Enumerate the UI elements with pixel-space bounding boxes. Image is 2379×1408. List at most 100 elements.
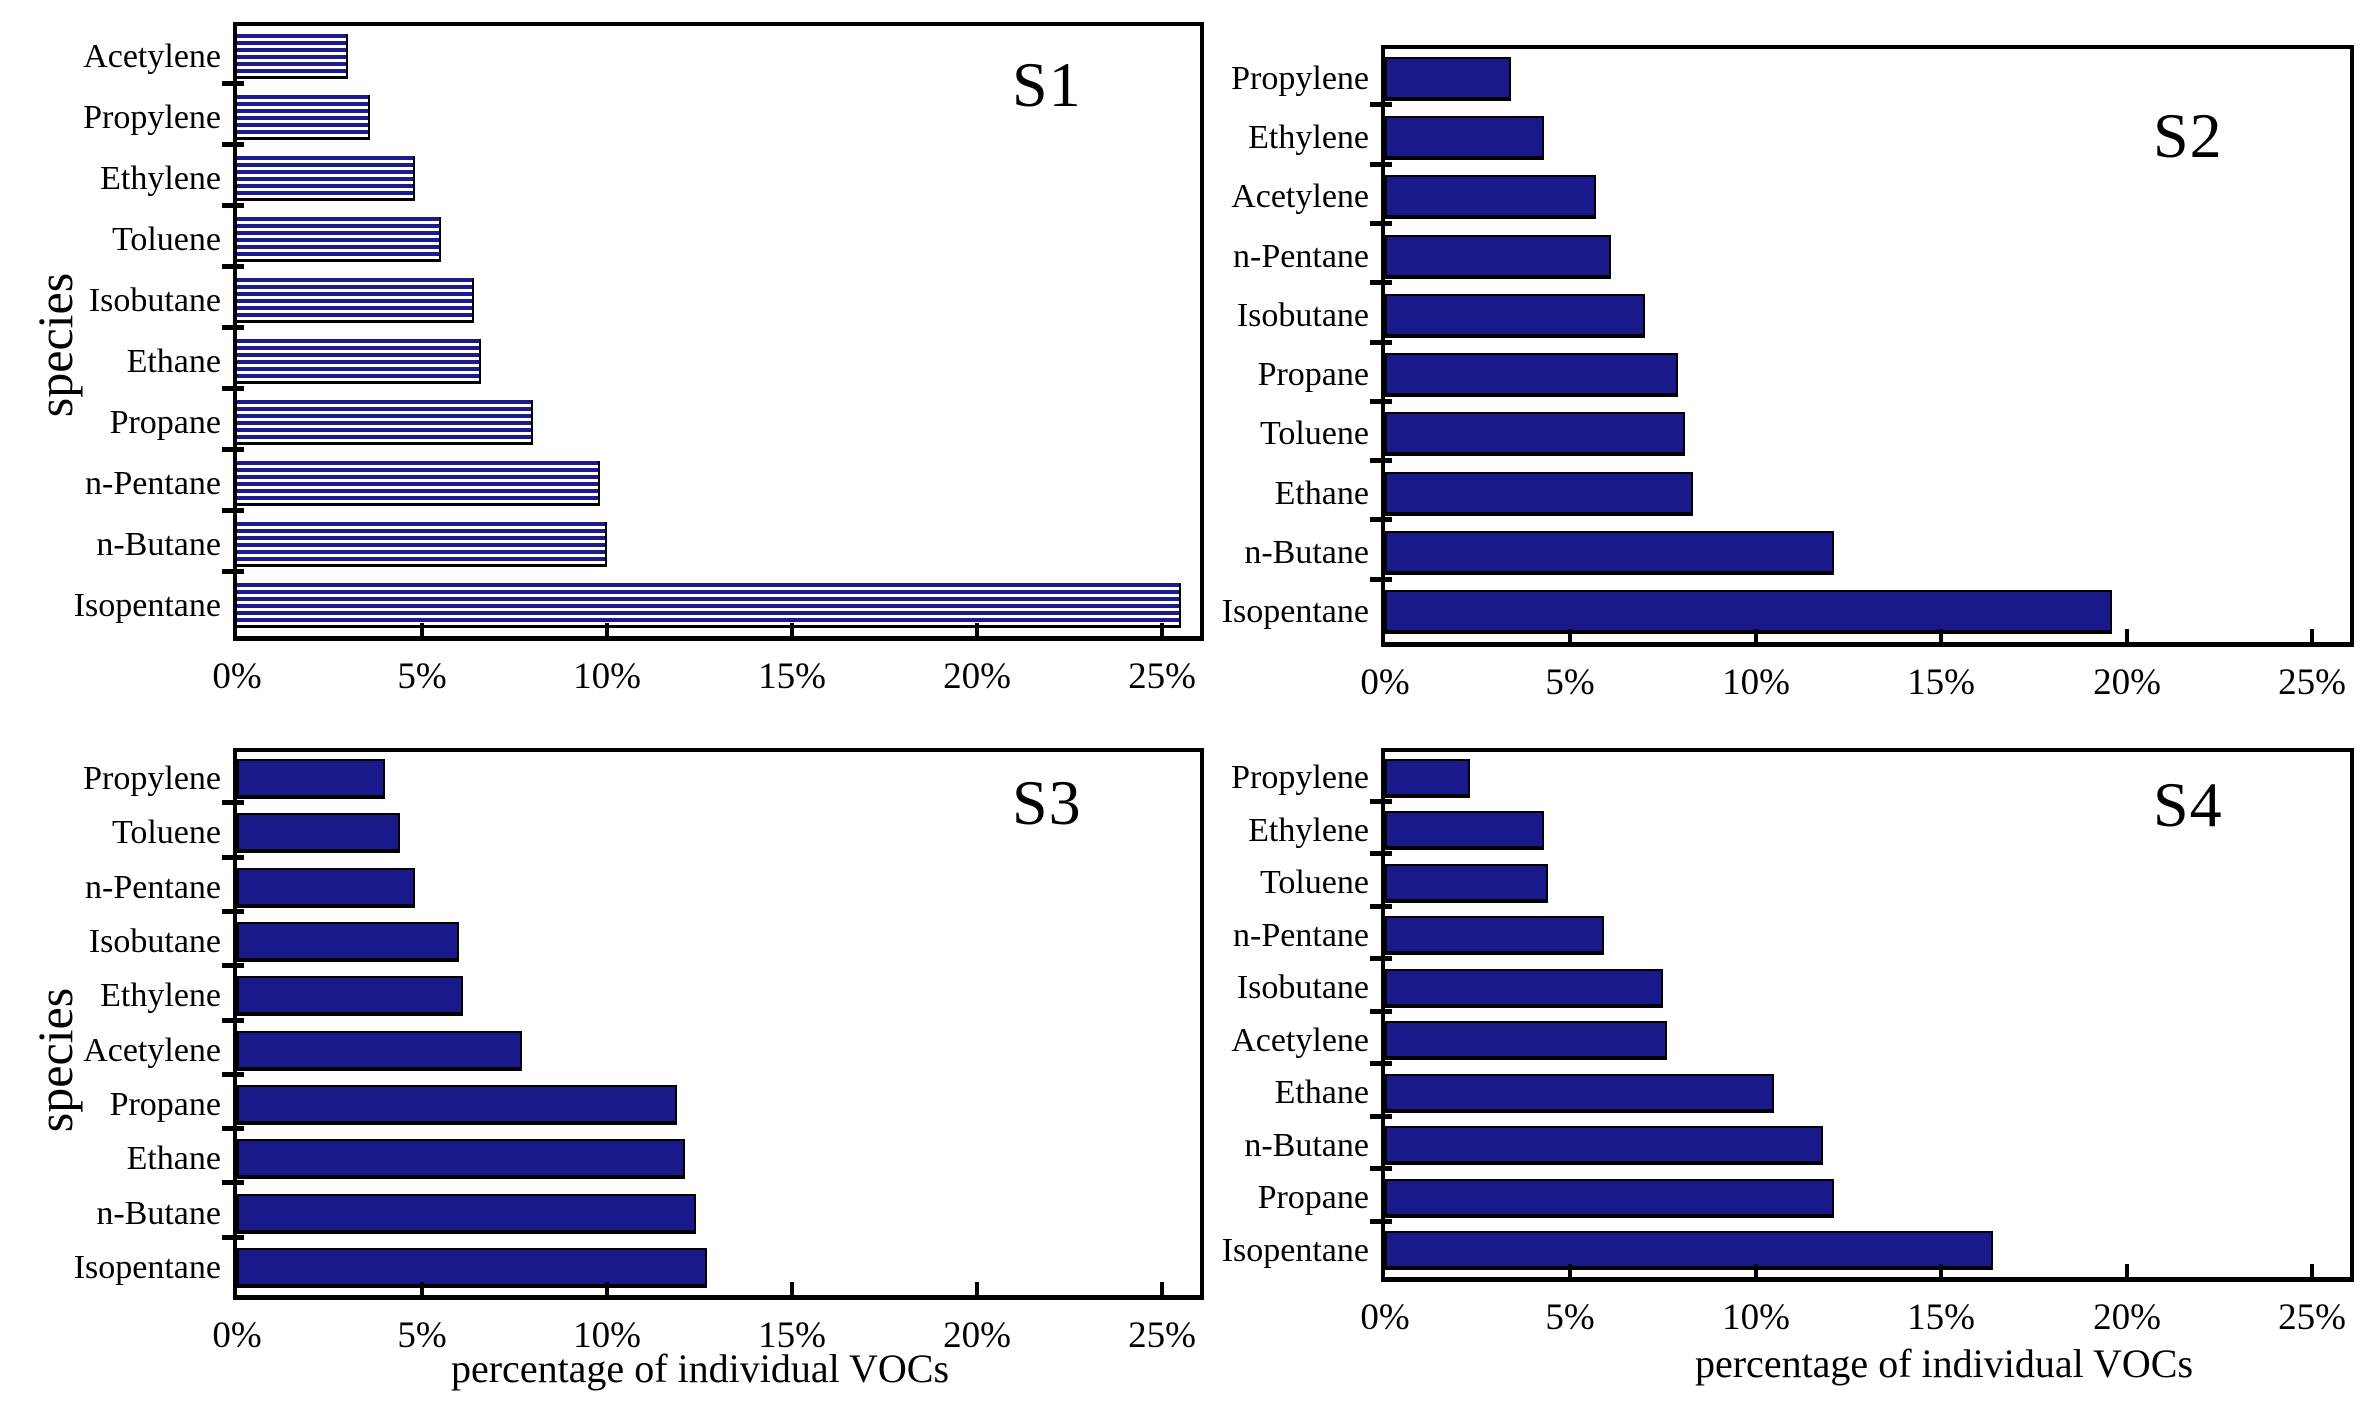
bar-s4-isopentane bbox=[1385, 1231, 1993, 1270]
x-tick-label: 15% bbox=[1907, 662, 1975, 703]
category-label: Propylene bbox=[1231, 60, 1369, 97]
category-label: Ethylene bbox=[1248, 812, 1369, 849]
x-tick-label: 5% bbox=[1545, 1297, 1595, 1338]
y-axis-tick bbox=[1370, 1166, 1392, 1171]
x-tick-label: 0% bbox=[1360, 662, 1410, 703]
category-label: Ethane bbox=[1274, 475, 1369, 512]
bar-s3-isobutane bbox=[237, 922, 459, 962]
x-tick-label: 10% bbox=[573, 1315, 641, 1356]
x-axis-tick bbox=[420, 623, 424, 636]
x-tick-label: 20% bbox=[943, 656, 1011, 697]
x-axis-tick bbox=[1754, 1264, 1758, 1277]
y-axis-tick bbox=[1370, 1009, 1392, 1014]
category-label: Ethylene bbox=[100, 977, 221, 1014]
x-tick-label: 0% bbox=[212, 656, 262, 697]
category-label: n-Pentane bbox=[1233, 238, 1369, 275]
x-axis-tick bbox=[2310, 629, 2314, 642]
x-tick-label: 20% bbox=[943, 1315, 1011, 1356]
bar-s3-n-butane bbox=[237, 1194, 696, 1234]
x-tick-label: 5% bbox=[397, 656, 447, 697]
bar-s1-n-butane bbox=[237, 522, 607, 567]
category-label: Isobutane bbox=[1236, 297, 1369, 334]
y-axis-tick bbox=[1370, 1219, 1392, 1224]
category-label: Propylene bbox=[83, 99, 221, 136]
category-label: Acetylene bbox=[83, 1032, 221, 1069]
y-axis-tick bbox=[1370, 799, 1392, 804]
category-label: Isobutane bbox=[88, 282, 221, 319]
category-label: Ethane bbox=[1274, 1074, 1369, 1111]
category-label: Isopentane bbox=[1221, 593, 1369, 630]
bar-s2-n-butane bbox=[1385, 531, 1834, 575]
category-label: n-Butane bbox=[96, 526, 221, 563]
bar-s3-n-pentane bbox=[237, 868, 415, 908]
y-axis-tick bbox=[222, 386, 244, 391]
y-axis-tick bbox=[222, 800, 244, 805]
x-tick-label: 25% bbox=[2278, 1297, 2346, 1338]
category-label: Propane bbox=[109, 1086, 221, 1123]
bar-s2-ethylene bbox=[1385, 116, 1544, 160]
category-label: Propane bbox=[1257, 356, 1369, 393]
x-tick-label: 5% bbox=[397, 1315, 447, 1356]
plot-area-s2: S2 bbox=[1370, 45, 2354, 647]
y-axis-tick bbox=[1370, 904, 1392, 909]
category-label: Toluene bbox=[1259, 415, 1369, 452]
x-axis-tick bbox=[605, 1282, 609, 1295]
category-label: Ethylene bbox=[100, 160, 221, 197]
x-tick-label: 10% bbox=[1722, 662, 1790, 703]
bar-s3-ethylene bbox=[237, 976, 463, 1016]
x-axis-tick bbox=[2125, 1264, 2129, 1277]
plot-area-s3: S3 bbox=[222, 748, 1204, 1300]
x-tick-label: 25% bbox=[1128, 1315, 1196, 1356]
x-axis-tick bbox=[605, 623, 609, 636]
y-axis-tick bbox=[1370, 1114, 1392, 1119]
y-axis-tick bbox=[1370, 577, 1392, 582]
y-axis-tick bbox=[1370, 517, 1392, 522]
bar-s3-toluene bbox=[237, 813, 400, 853]
y-axis-tick bbox=[222, 508, 244, 513]
category-label: Acetylene bbox=[1231, 1022, 1369, 1059]
bar-s4-acetylene bbox=[1385, 1021, 1667, 1060]
category-label: Ethane bbox=[126, 343, 221, 380]
x-axis-tick bbox=[2125, 629, 2129, 642]
bar-s2-propylene bbox=[1385, 57, 1511, 101]
category-label: Propane bbox=[109, 404, 221, 441]
category-label: Toluene bbox=[111, 814, 221, 851]
x-tick-label: 15% bbox=[1907, 1297, 1975, 1338]
y-axis-tick bbox=[1370, 340, 1392, 345]
bar-s4-n-pentane bbox=[1385, 916, 1604, 955]
bar-s2-n-pentane bbox=[1385, 235, 1611, 279]
bar-s3-propane bbox=[237, 1085, 677, 1125]
category-label: n-Butane bbox=[1244, 1127, 1369, 1164]
bar-s2-propane bbox=[1385, 353, 1678, 397]
y-axis-tick bbox=[222, 1072, 244, 1077]
bar-s2-isobutane bbox=[1385, 294, 1645, 338]
x-tick-label: 20% bbox=[2093, 662, 2161, 703]
bar-s4-n-butane bbox=[1385, 1126, 1823, 1165]
category-label: n-Pentane bbox=[1233, 917, 1369, 954]
bar-s1-propylene bbox=[237, 95, 370, 140]
category-label: Toluene bbox=[1259, 864, 1369, 901]
x-axis-tick bbox=[790, 623, 794, 636]
x-axis-tick bbox=[1568, 1264, 1572, 1277]
bar-s4-isobutane bbox=[1385, 969, 1663, 1008]
x-axis-title-s4: percentage of individual VOCs bbox=[1694, 1341, 2194, 1386]
bar-s1-isopentane bbox=[237, 583, 1181, 628]
y-axis-tick bbox=[1370, 1061, 1392, 1066]
x-axis-title-s3: percentage of individual VOCs bbox=[450, 1346, 950, 1391]
x-tick-label: 10% bbox=[1722, 1297, 1790, 1338]
panel-title-s4: S4 bbox=[2153, 769, 2223, 840]
category-label: Isobutane bbox=[88, 923, 221, 960]
y-axis-tick bbox=[222, 569, 244, 574]
bar-s4-propane bbox=[1385, 1179, 1834, 1218]
x-tick-label: 0% bbox=[1360, 1297, 1410, 1338]
x-tick-label: 20% bbox=[2093, 1297, 2161, 1338]
bar-s2-acetylene bbox=[1385, 175, 1596, 219]
bar-s4-ethylene bbox=[1385, 811, 1544, 850]
category-label: Acetylene bbox=[83, 38, 221, 75]
y-axis-tick bbox=[222, 81, 244, 86]
category-label: n-Pentane bbox=[85, 869, 221, 906]
bar-s4-ethane bbox=[1385, 1074, 1774, 1113]
y-axis-tick bbox=[1370, 280, 1392, 285]
x-tick-label: 0% bbox=[212, 1315, 262, 1356]
category-label: Propylene bbox=[83, 760, 221, 797]
